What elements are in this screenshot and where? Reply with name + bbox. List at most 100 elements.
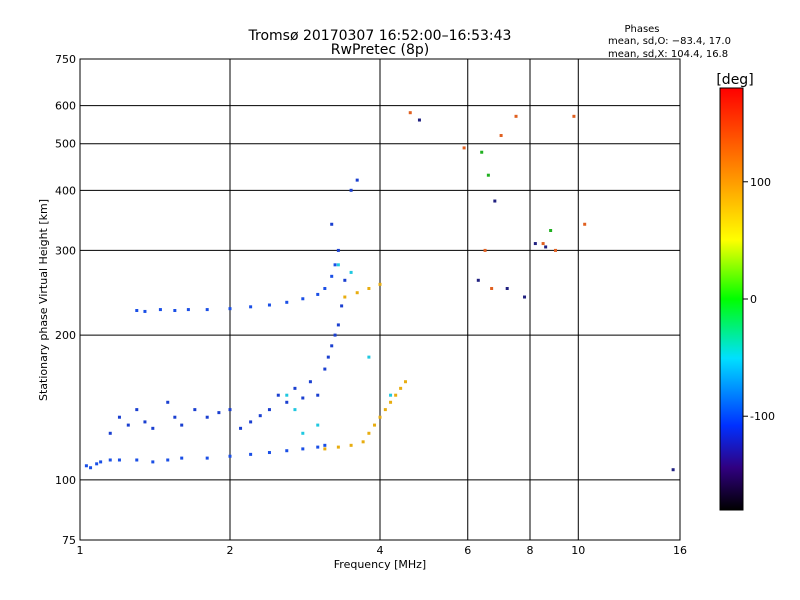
data-point	[553, 248, 557, 252]
data-point	[205, 308, 209, 312]
x-tick-label: 8	[527, 544, 534, 557]
data-point	[523, 295, 527, 299]
data-point	[143, 420, 147, 424]
data-point	[330, 274, 334, 278]
colorbar	[719, 87, 744, 511]
info-heading: Phases	[624, 24, 659, 35]
data-point	[285, 449, 289, 453]
data-point	[340, 304, 344, 308]
x-axis-ticks: 1 2 4 6 8 10 16	[77, 544, 688, 557]
colorbar-tick-label: -100	[750, 410, 775, 423]
x-tick-label: 16	[673, 544, 687, 557]
data-point	[301, 447, 305, 451]
data-point	[333, 263, 337, 267]
data-point	[285, 393, 289, 397]
data-point	[323, 443, 327, 447]
data-point	[499, 134, 503, 138]
data-point	[135, 408, 139, 412]
data-point	[361, 440, 365, 444]
data-point	[316, 423, 320, 427]
data-point	[117, 415, 121, 419]
data-point	[389, 393, 393, 397]
y-tick-label: 300	[55, 244, 76, 257]
data-point	[316, 393, 320, 397]
data-point	[249, 305, 253, 309]
data-point	[143, 309, 147, 313]
data-point	[493, 199, 497, 203]
data-point	[228, 408, 232, 412]
data-point	[205, 456, 209, 460]
data-point	[301, 396, 305, 400]
data-point	[462, 146, 466, 150]
data-point	[316, 292, 320, 296]
y-tick-label: 750	[55, 53, 76, 66]
data-point	[99, 460, 103, 464]
y-tick-label: 400	[55, 184, 76, 197]
data-point	[544, 245, 548, 249]
data-point	[514, 114, 518, 118]
y-tick-label: 100	[55, 474, 76, 487]
data-point	[330, 222, 334, 226]
colorbar-tick-label: 100	[750, 176, 771, 189]
y-tick-label: 75	[62, 534, 76, 547]
colorbar-label: [deg]	[716, 72, 753, 88]
data-point	[349, 443, 353, 447]
data-points	[84, 111, 675, 472]
data-point	[336, 323, 340, 327]
data-point	[117, 458, 121, 462]
data-point	[166, 400, 170, 404]
data-point	[399, 386, 403, 390]
data-point	[403, 380, 407, 384]
y-axis-label: Stationary phase Virtual Height [km]	[37, 199, 50, 401]
data-point	[417, 118, 421, 122]
data-point	[276, 393, 280, 397]
data-point	[135, 458, 139, 462]
data-point	[336, 445, 340, 449]
data-point	[330, 344, 334, 348]
data-point	[89, 466, 93, 470]
data-point	[349, 188, 353, 192]
y-axis-ticks: 75 100 200 300 400 500 600 750	[55, 53, 76, 547]
y-tick-label: 200	[55, 329, 76, 342]
data-point	[367, 286, 371, 290]
data-point	[308, 380, 312, 384]
data-point	[533, 242, 537, 246]
data-point	[285, 300, 289, 304]
data-point	[108, 458, 112, 462]
data-point	[316, 445, 320, 449]
data-point	[326, 355, 330, 359]
data-point	[193, 408, 197, 412]
data-point	[476, 278, 480, 282]
grid-lines	[80, 59, 680, 540]
x-tick-label: 1	[77, 544, 84, 557]
data-point	[293, 408, 297, 412]
data-point	[301, 297, 305, 301]
data-point	[267, 303, 271, 307]
data-point	[671, 468, 675, 472]
data-point	[205, 415, 209, 419]
data-point	[355, 291, 359, 295]
data-point	[108, 431, 112, 435]
data-point	[323, 447, 327, 451]
data-point	[158, 308, 162, 312]
data-point	[217, 411, 221, 415]
data-point	[323, 286, 327, 290]
data-point	[135, 309, 139, 313]
data-point	[228, 454, 232, 458]
plot-frame	[79, 58, 681, 541]
data-point	[408, 111, 412, 115]
data-point	[228, 307, 232, 311]
colorbar-ticks: 100 0 -100	[743, 176, 775, 423]
x-tick-label: 6	[464, 544, 471, 557]
x-axis-label: Frequency [MHz]	[334, 558, 426, 571]
data-point	[378, 282, 382, 286]
x-tick-label: 4	[377, 544, 384, 557]
data-point	[186, 308, 190, 312]
data-point	[285, 400, 289, 404]
x-tick-label: 2	[227, 544, 234, 557]
data-point	[301, 431, 305, 435]
y-tick-label: 600	[55, 100, 76, 113]
data-point	[378, 415, 382, 419]
y-tick-label: 500	[55, 138, 76, 151]
data-point	[336, 248, 340, 252]
